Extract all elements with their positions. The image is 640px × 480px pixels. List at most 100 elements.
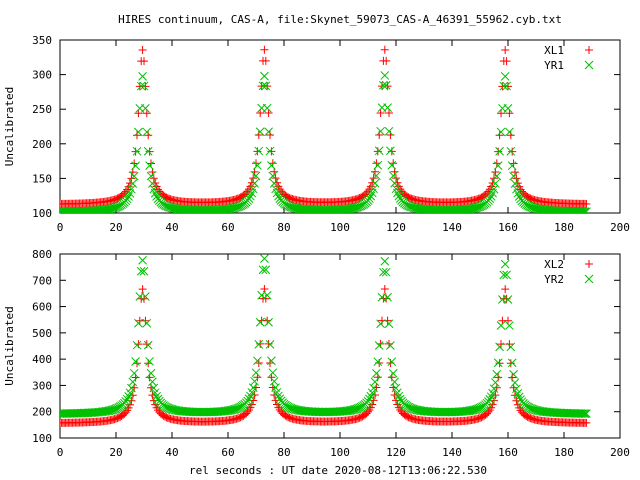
data-point <box>502 57 511 66</box>
data-point <box>111 404 121 414</box>
data-point <box>234 202 244 211</box>
data-point <box>492 159 501 168</box>
data-point <box>485 194 495 204</box>
x-tick-label: 80 <box>277 221 290 234</box>
data-point <box>136 266 146 276</box>
x-tick-label: 60 <box>221 446 234 459</box>
legend-marker <box>585 260 593 268</box>
data-point <box>148 179 157 188</box>
data-point <box>506 359 515 368</box>
data-point <box>268 159 277 168</box>
data-point <box>500 259 510 269</box>
data-point <box>131 357 140 366</box>
data-point <box>505 340 514 349</box>
data-point <box>495 131 504 140</box>
data-point <box>395 394 405 404</box>
data-point <box>579 207 588 213</box>
data-point <box>376 109 385 118</box>
data-point <box>379 80 388 90</box>
data-point <box>139 266 149 276</box>
data-point <box>495 342 504 352</box>
data-point <box>492 369 502 379</box>
x-tick-label: 40 <box>165 446 178 459</box>
data-point <box>145 357 154 366</box>
data-point <box>262 290 272 300</box>
data-point <box>507 358 517 368</box>
data-point <box>275 394 285 404</box>
data-point <box>495 146 504 156</box>
x-tick-label: 140 <box>442 446 462 459</box>
data-point <box>484 397 493 406</box>
data-point <box>504 316 512 325</box>
data-point <box>384 126 394 136</box>
data-point <box>577 207 587 213</box>
data-point <box>373 160 383 170</box>
data-point <box>251 171 261 181</box>
data-point <box>379 267 388 277</box>
data-point <box>258 265 268 275</box>
data-point <box>506 146 516 156</box>
data-point <box>274 191 283 201</box>
data-point <box>505 321 514 330</box>
data-point <box>136 81 146 91</box>
x-tick-label: 160 <box>498 221 518 234</box>
data-point <box>355 202 364 211</box>
y-tick-label: 100 <box>32 207 52 220</box>
data-point <box>492 383 501 392</box>
data-point <box>474 404 483 413</box>
data-point <box>140 294 148 303</box>
data-point <box>122 394 132 404</box>
data-point <box>266 131 274 140</box>
data-point <box>388 171 398 181</box>
data-point <box>149 383 159 393</box>
data-point <box>234 403 244 413</box>
legend-label: YR2 <box>544 273 564 286</box>
data-point <box>370 377 380 387</box>
data-point <box>380 71 390 80</box>
x-tick-label: 100 <box>330 221 350 234</box>
data-point <box>393 188 402 198</box>
x-tick-label: 0 <box>57 221 64 234</box>
data-point <box>261 56 270 65</box>
data-point <box>134 318 143 328</box>
data-point <box>492 171 502 181</box>
y-tick-label: 150 <box>32 172 52 185</box>
data-point <box>497 109 505 118</box>
data-point <box>501 285 510 294</box>
data-point <box>582 409 591 418</box>
x-tick-label: 180 <box>554 446 574 459</box>
y-tick-label: 300 <box>32 69 52 82</box>
data-point <box>253 161 262 170</box>
data-point <box>254 339 264 349</box>
data-point <box>475 202 485 211</box>
series-yr2 <box>60 254 591 418</box>
data-point <box>506 131 515 140</box>
data-point <box>491 378 500 387</box>
data-point <box>143 146 153 156</box>
data-point <box>254 146 264 156</box>
data-point <box>366 191 376 201</box>
data-point <box>243 396 252 406</box>
data-point <box>244 194 254 203</box>
data-point <box>147 159 155 168</box>
x-tick-label: 120 <box>386 446 406 459</box>
data-point <box>256 339 265 348</box>
legend-label: XL2 <box>544 258 564 271</box>
data-point <box>148 377 157 387</box>
x-tick-label: 120 <box>386 221 406 234</box>
data-point <box>391 383 401 393</box>
data-point <box>580 409 590 418</box>
y-tick-label: 350 <box>32 34 52 47</box>
data-point <box>500 71 510 81</box>
data-point <box>381 80 391 90</box>
data-point <box>510 378 520 388</box>
data-point <box>380 284 389 293</box>
x-tick-label: 80 <box>277 446 290 459</box>
data-point <box>141 82 150 91</box>
data-point <box>246 191 255 201</box>
data-point <box>138 72 147 81</box>
data-point <box>265 146 275 156</box>
data-point <box>582 199 591 208</box>
data-point <box>253 356 262 366</box>
lower-panel: 0 20 40 60 80 100 120 140 160 180 200 100 200 300 400 5… <box>3 248 630 459</box>
